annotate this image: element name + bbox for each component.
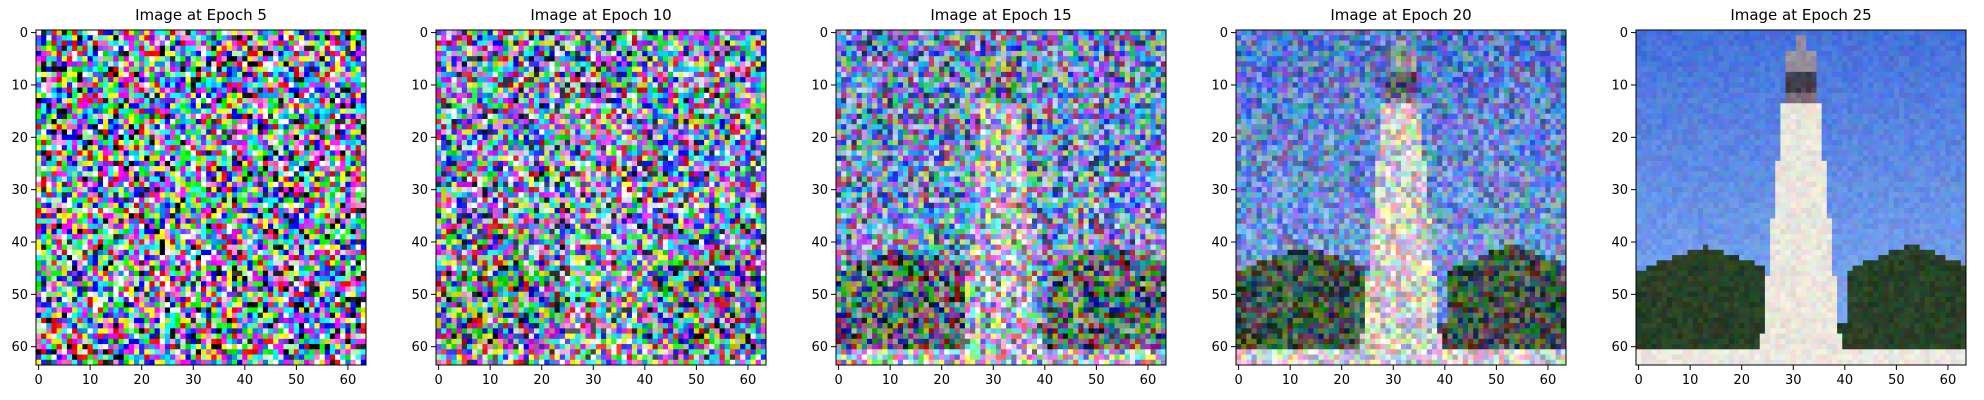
x-tick-label: 60 [340,373,357,388]
x-tick-label: 0 [1234,373,1242,388]
y-tick-label: 40 [1211,235,1228,250]
x-tick-label: 30 [1785,373,1802,388]
x-tick-label: 40 [237,373,254,388]
x-tick-label: 50 [1888,373,1905,388]
x-tick-label: 0 [1634,373,1642,388]
x-tick-label: 10 [1682,373,1699,388]
y-tick-label: 60 [11,340,28,355]
x-tick-label: 10 [482,373,499,388]
y-tick-label: 20 [811,131,828,146]
x-tick-label: 20 [1333,373,1350,388]
y-tick-label: 20 [1611,131,1628,146]
generated-image [1236,30,1566,365]
image-panel: Image at Epoch 5 0 10 20 30 40 50 60 0 10 20 30 40 50… [11,6,366,388]
y-tick-label: 40 [411,235,428,250]
x-tick-label: 10 [882,373,899,388]
x-tick-label: 30 [985,373,1002,388]
x-tick-label: 10 [1282,373,1299,388]
y-tick-label: 30 [811,183,828,198]
x-tick-label: 30 [185,373,202,388]
x-tick-label: 40 [1837,373,1854,388]
x-tick-label: 50 [688,373,705,388]
y-tick-label: 20 [11,131,28,146]
x-tick-label: 20 [533,373,550,388]
y-tick-label: 50 [411,288,428,303]
y-tick-label: 50 [11,288,28,303]
y-tick-label: 20 [1211,131,1228,146]
y-tick-label: 50 [1211,288,1228,303]
panel-title: Image at Epoch 10 [530,6,671,24]
x-tick-label: 20 [133,373,150,388]
y-tick-label: 20 [411,131,428,146]
x-tick-label: 0 [434,373,442,388]
x-tick-label: 0 [34,373,42,388]
x-tick-label: 60 [740,373,757,388]
panel-title: Image at Epoch 20 [1330,6,1471,24]
image-panel: Image at Epoch 25 0 10 20 30 40 50 60 0 10 20 30 40 5… [1611,6,1966,388]
x-tick-label: 60 [1940,373,1957,388]
x-tick-label: 50 [1488,373,1505,388]
y-tick-label: 60 [1611,340,1628,355]
y-tick-label: 0 [420,26,428,41]
y-tick-label: 30 [1611,183,1628,198]
y-tick-label: 10 [811,78,828,93]
generated-image [36,30,366,365]
y-tick-label: 40 [811,235,828,250]
y-tick-label: 50 [811,288,828,303]
y-tick-label: 40 [1611,235,1628,250]
y-tick-label: 40 [11,235,28,250]
x-tick-label: 50 [288,373,305,388]
y-tick-label: 60 [811,340,828,355]
y-tick-label: 10 [411,78,428,93]
panel-title: Image at Epoch 25 [1730,6,1871,24]
panel-title: Image at Epoch 15 [930,6,1071,24]
y-tick-label: 10 [1211,78,1228,93]
x-tick-label: 60 [1540,373,1557,388]
x-tick-label: 10 [82,373,99,388]
y-tick-label: 50 [1611,288,1628,303]
y-tick-label: 30 [11,183,28,198]
x-tick-label: 20 [933,373,950,388]
x-tick-label: 40 [1037,373,1054,388]
x-tick-label: 60 [1140,373,1157,388]
generated-image [836,30,1166,365]
image-panel: Image at Epoch 20 0 10 20 30 40 50 60 0 10 20 30 40 5… [1211,6,1566,388]
y-tick-label: 30 [411,183,428,198]
x-tick-label: 30 [585,373,602,388]
image-panel: Image at Epoch 10 0 10 20 30 40 50 60 0 10 20 30 40 5… [411,6,766,388]
x-tick-label: 0 [834,373,842,388]
x-tick-label: 40 [637,373,654,388]
image-panel: Image at Epoch 15 0 10 20 30 40 50 60 0 10 20 30 40 5… [811,6,1166,388]
x-tick-label: 40 [1437,373,1454,388]
y-tick-label: 30 [1211,183,1228,198]
generated-image [1636,30,1966,365]
y-tick-label: 10 [11,78,28,93]
y-tick-label: 10 [1611,78,1628,93]
x-tick-label: 20 [1733,373,1750,388]
y-tick-label: 60 [411,340,428,355]
y-tick-label: 0 [1220,26,1228,41]
y-tick-label: 60 [1211,340,1228,355]
generated-image [436,30,766,365]
x-tick-label: 30 [1385,373,1402,388]
y-tick-label: 0 [20,26,28,41]
panel-grid: Image at Epoch 5 0 10 20 30 40 50 60 0 10 20 30 40 50… [11,6,1966,388]
x-tick-label: 50 [1088,373,1105,388]
y-tick-label: 0 [1620,26,1628,41]
panel-title: Image at Epoch 5 [135,6,267,24]
y-tick-label: 0 [820,26,828,41]
